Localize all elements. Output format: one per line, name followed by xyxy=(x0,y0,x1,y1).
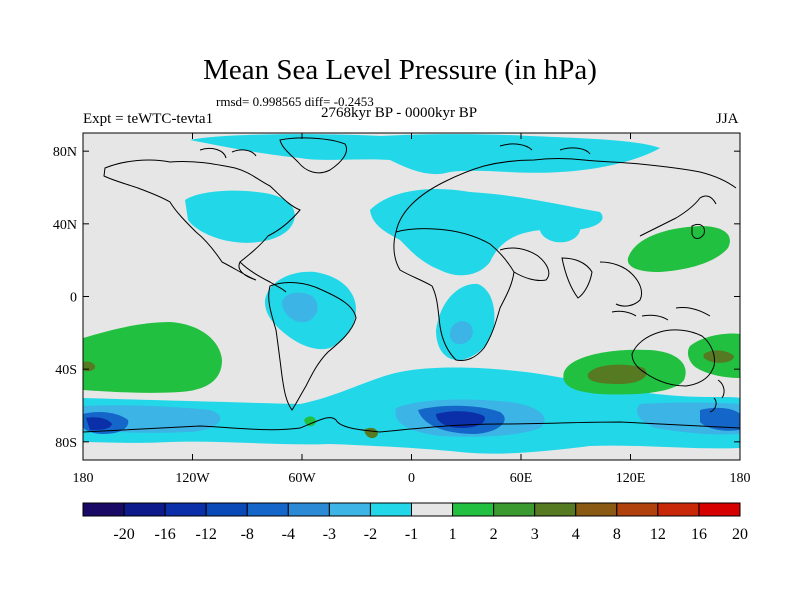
colorbar-label: 8 xyxy=(613,526,621,543)
lon-label: 0 xyxy=(408,471,415,486)
field-south-pacific-high xyxy=(83,322,222,393)
lat-label: 0 xyxy=(70,291,77,306)
colorbar-label: 2 xyxy=(490,526,498,543)
colorbar-label: -3 xyxy=(323,526,336,543)
lon-label: 180 xyxy=(730,471,751,486)
colorbar-label: -20 xyxy=(113,526,134,543)
coast-arctic-islands xyxy=(199,143,591,159)
field-peninsula-green xyxy=(304,416,316,427)
field-ross-deep xyxy=(86,417,112,430)
lon-label: 120E xyxy=(616,471,646,486)
period-label: 2768kyr BP - 0000kyr BP xyxy=(321,105,478,121)
coast-new-zealand xyxy=(709,379,725,413)
field-weddell-deep xyxy=(436,411,485,428)
coast-south-america xyxy=(268,282,357,411)
field-arabia-low xyxy=(539,217,581,243)
coast-europe xyxy=(395,158,737,233)
lon-label: 120W xyxy=(175,471,210,486)
coast-australia xyxy=(631,329,715,387)
stats-label: rmsd= 0.998565 diff= -0.2453 xyxy=(216,94,374,109)
colorbar-swatch xyxy=(246,502,289,517)
colorbar-label: 1 xyxy=(449,526,457,543)
lat-label: 40N xyxy=(53,218,77,233)
coast-central-america xyxy=(239,261,287,293)
colorbar-label: -2 xyxy=(364,526,377,543)
season-label: JJA xyxy=(716,111,739,127)
field-north-pacific-high xyxy=(627,226,730,272)
experiment-label: Expt = teWTC-tevta1 xyxy=(83,111,214,127)
anomaly-fields xyxy=(83,134,740,454)
colorbar-label: -8 xyxy=(241,526,254,543)
lat-label: 40S xyxy=(55,363,77,378)
lon-label: 60E xyxy=(510,471,533,486)
coast-antarctica xyxy=(83,417,740,433)
colorbar-swatch xyxy=(534,502,577,517)
coast-africa xyxy=(393,228,515,361)
colorbar-swatch xyxy=(411,502,454,517)
lat-label: 80S xyxy=(55,436,77,451)
colorbar-swatch xyxy=(452,502,495,517)
field-north-america-low xyxy=(185,190,295,243)
colorbar-label: 16 xyxy=(691,526,707,543)
colorbar-swatch xyxy=(575,502,618,517)
colorbar-swatch xyxy=(616,502,659,517)
colorbar-label: 3 xyxy=(531,526,539,543)
colorbar-swatch xyxy=(82,502,125,517)
coast-arabia xyxy=(499,247,550,281)
colorbar-swatch xyxy=(164,502,207,517)
colorbar-swatch xyxy=(698,502,741,517)
field-europe-low xyxy=(370,189,603,276)
field-tasman-core xyxy=(703,350,734,363)
colorbar-swatch xyxy=(123,502,166,517)
coast-indonesia xyxy=(611,307,711,321)
field-east-antarctic-core xyxy=(700,407,740,431)
field-africa-core xyxy=(449,321,473,345)
colorbar-swatch xyxy=(657,502,700,517)
lon-label: 60W xyxy=(288,471,316,486)
coast-india xyxy=(561,257,593,299)
field-south-america-core xyxy=(282,292,318,323)
colorbar-label: 12 xyxy=(650,526,666,543)
colorbar-swatch xyxy=(287,502,330,517)
field-peninsula-cyan xyxy=(312,402,325,414)
coast-east-asia xyxy=(599,195,717,307)
lat-label: 80N xyxy=(53,145,77,160)
colorbar-label: -4 xyxy=(282,526,295,543)
colorbar-swatch xyxy=(328,502,371,517)
colorbar-swatch xyxy=(369,502,412,517)
longitude-axis: 180 120W 60W 0 60E 120E 180 xyxy=(73,133,751,486)
latitude-axis: 80N 40N 0 40S 80S xyxy=(53,145,740,451)
colorbar-label: -16 xyxy=(154,526,175,543)
colorbar-label: 20 xyxy=(732,526,748,543)
colorbar-label: -1 xyxy=(405,526,418,543)
lon-label: 180 xyxy=(73,471,94,486)
plot-title: Mean Sea Level Pressure (in hPa) xyxy=(203,54,597,86)
colorbar: -20 -16 -12 -8 -4 -3 -2 -1 1 2 3 4 8 12 16 20 xyxy=(82,502,748,543)
coastlines xyxy=(83,137,740,433)
colorbar-swatch xyxy=(205,502,248,517)
colorbar-swatch xyxy=(493,502,536,517)
colorbar-label: -12 xyxy=(196,526,217,543)
field-south-indian-core xyxy=(587,364,647,384)
colorbar-label: 4 xyxy=(572,526,580,543)
coast-greenland xyxy=(279,137,347,174)
field-arctic-low xyxy=(190,134,660,175)
